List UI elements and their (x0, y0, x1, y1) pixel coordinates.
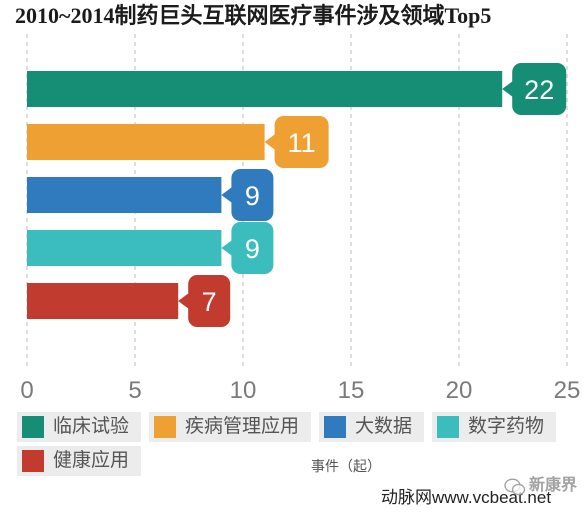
x-tick-label-25: 25 (554, 377, 581, 404)
data-label-pointer-4 (221, 239, 234, 257)
bar-group-4: 9 (27, 222, 274, 274)
bar-5 (27, 283, 179, 319)
bar-4 (27, 230, 222, 266)
x-tick-label-0: 0 (20, 377, 33, 404)
legend-swatch (437, 416, 460, 438)
x-tick-label-15: 15 (338, 377, 365, 404)
legend-item-disease-management-apps: 疾病管理应用 (149, 412, 312, 442)
source-credit: 动脉网www.vcbeat.net (381, 488, 552, 507)
legend-swatch (154, 416, 177, 438)
data-label-pointer-1 (502, 80, 515, 98)
data-label-pointer-3 (221, 186, 234, 204)
data-label-2: 11 (288, 128, 316, 158)
bar-group-5: 7 (27, 275, 231, 327)
x-tick-label-20: 20 (446, 377, 473, 404)
x-axis-ticks: 0 5 10 15 20 25 (20, 377, 580, 404)
data-label-bubble-1 (512, 63, 567, 115)
x-axis-label: 事件（起） (311, 458, 381, 474)
data-label-1: 22 (524, 75, 554, 105)
legend-row-2: 健康应用 (17, 446, 556, 476)
bar-1 (27, 71, 503, 107)
wechat-icon (504, 478, 526, 496)
legend-swatch (324, 416, 347, 438)
legend-row-1: 临床试验 疾病管理应用 大数据 数字药物 (17, 412, 557, 442)
chart-title: 2010~2014制药巨头互联网医疗事件涉及领域Top5 (15, 3, 492, 28)
data-label-bubble-2 (274, 116, 329, 168)
data-label-pointer-2 (264, 133, 277, 151)
legend-label: 大数据 (355, 416, 413, 437)
legend-label: 临床试验 (53, 416, 130, 437)
legend-item-big-data: 大数据 (319, 412, 425, 442)
data-label-pointer-5 (178, 292, 191, 310)
bar-3 (27, 177, 222, 213)
data-label-bubble-5 (188, 275, 231, 327)
data-label-bubble-3 (231, 169, 274, 221)
x-tick-label-5: 5 (128, 377, 141, 404)
bar-group-2: 11 (27, 116, 329, 168)
legend-label: 疾病管理应用 (185, 416, 300, 437)
watermark-text: 新康界 (529, 477, 578, 494)
data-label-bubble-4 (231, 222, 274, 274)
legend-item-clinical-trials: 临床试验 (17, 412, 142, 442)
x-tick-label-10: 10 (230, 377, 257, 404)
data-label-5: 7 (202, 287, 217, 317)
data-label-4: 9 (245, 234, 260, 264)
bar-2 (27, 124, 265, 160)
legend: 临床试验 疾病管理应用 大数据 数字药物 健康应用 (17, 412, 557, 480)
legend-swatch (22, 416, 44, 438)
legend-item-health-apps: 健康应用 (17, 446, 142, 476)
data-label-3: 9 (245, 181, 260, 211)
bar-group-3: 9 (27, 169, 274, 221)
legend-item-digital-drugs: 数字药物 (432, 412, 557, 442)
legend-label: 健康应用 (53, 450, 130, 471)
legend-swatch (22, 450, 44, 472)
bar-group-1: 22 (27, 63, 567, 115)
legend-label: 数字药物 (468, 416, 545, 437)
